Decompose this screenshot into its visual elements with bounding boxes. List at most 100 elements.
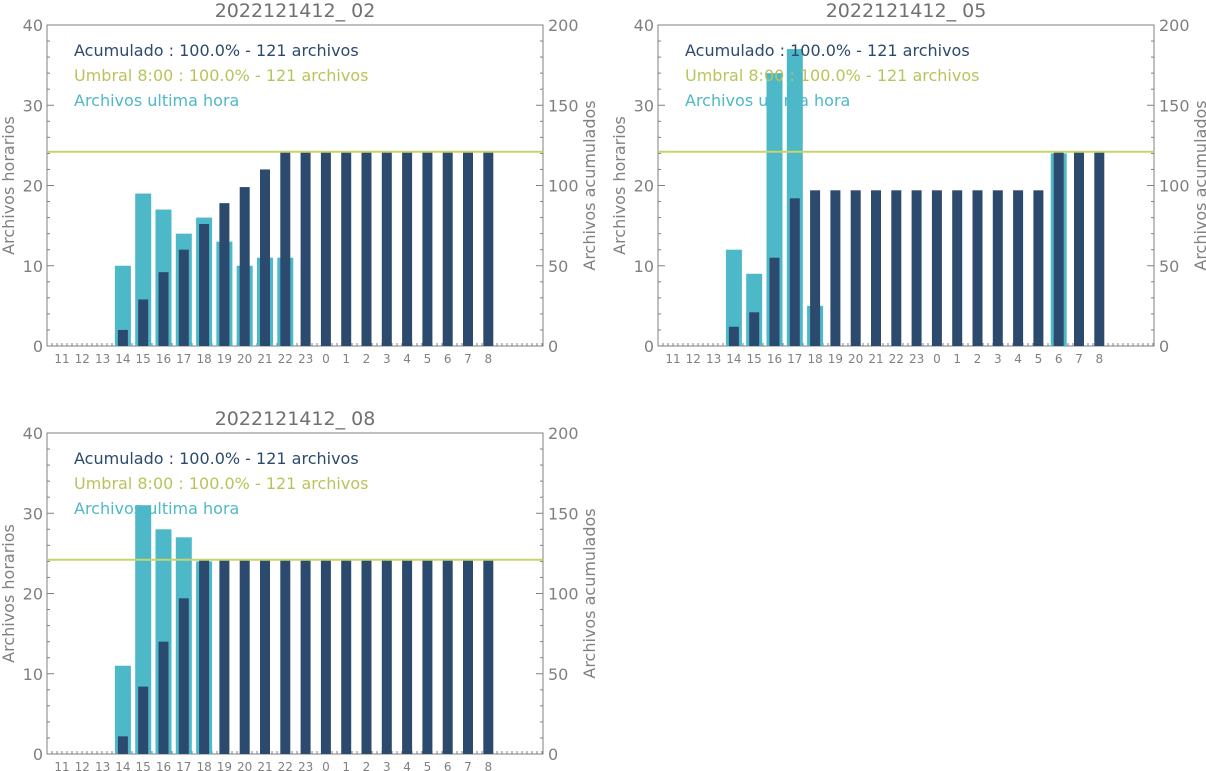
x-tick-label: 2	[363, 760, 371, 771]
legend-entry: Umbral 8:00 : 100.0% - 121 archivos	[74, 66, 368, 85]
cumulative-bar	[871, 190, 881, 346]
x-tick-label: 4	[403, 352, 411, 366]
x-tick-label: 19	[828, 352, 843, 366]
x-tick-label: 3	[383, 352, 391, 366]
x-tick-label: 14	[115, 760, 130, 771]
cumulative-bar	[138, 686, 149, 754]
y-tick-label: 0	[33, 745, 43, 764]
cumulative-bar	[422, 151, 433, 346]
x-tick-label: 5	[424, 760, 432, 771]
cumulative-bar	[992, 190, 1003, 346]
cumulative-bar	[931, 190, 942, 346]
cumulative-bar	[1074, 151, 1084, 346]
y-tick-label: 10	[23, 665, 43, 684]
x-tick-label: 5	[1035, 352, 1043, 366]
cumulative-bar	[850, 190, 861, 346]
cumulative-bar	[402, 559, 413, 754]
cumulative-bar	[952, 190, 963, 346]
y2-axis-title: Archivos acumulados	[1191, 100, 1206, 270]
cumulative-bar	[280, 559, 291, 754]
cumulative-bar	[442, 559, 453, 754]
cumulative-bar	[158, 641, 169, 754]
legend-entry: Archivos ultima hora	[74, 499, 239, 518]
cumulative-bar	[239, 187, 250, 346]
x-tick-label: 14	[726, 352, 741, 366]
cumulative-bar	[178, 249, 189, 346]
x-tick-label: 4	[1014, 352, 1022, 366]
cumulative-bar	[463, 151, 473, 346]
x-tick-label: 8	[1095, 352, 1103, 366]
cumulative-bar	[830, 190, 841, 346]
x-tick-label: 12	[75, 352, 90, 366]
y-tick-label: 20	[634, 177, 654, 196]
legend-entry: Umbral 8:00 : 100.0% - 121 archivos	[685, 66, 979, 85]
x-tick-label: 23	[909, 352, 924, 366]
y-tick-label: 10	[23, 257, 43, 276]
y2-tick-label: 100	[1159, 177, 1190, 196]
y2-tick-label: 50	[1159, 257, 1179, 276]
x-tick-label: 18	[807, 352, 822, 366]
x-tick-label: 17	[787, 352, 802, 366]
legend-entry: Archivos ultima hora	[685, 91, 850, 110]
cumulative-bar	[463, 559, 473, 754]
cumulative-bar	[422, 559, 433, 754]
x-tick-label: 20	[237, 352, 252, 366]
cumulative-bar	[483, 559, 494, 754]
x-tick-label: 3	[383, 760, 391, 771]
x-tick-label: 6	[1055, 352, 1063, 366]
y2-tick-label: 150	[548, 504, 579, 523]
x-tick-label: 17	[176, 352, 191, 366]
x-tick-label: 2	[363, 352, 371, 366]
y2-tick-label: 200	[548, 424, 579, 443]
cumulative-bar	[117, 329, 128, 346]
cumulative-bar	[442, 151, 453, 346]
x-tick-label: 18	[196, 352, 211, 366]
cumulative-bar	[300, 559, 311, 754]
x-tick-label: 4	[403, 760, 411, 771]
y2-tick-label: 50	[548, 257, 568, 276]
cumulative-bar	[891, 190, 902, 346]
y2-axis-title: Archivos acumulados	[580, 100, 599, 270]
x-tick-label: 22	[278, 760, 293, 771]
chart-title: 2022121412_ 05	[826, 0, 987, 22]
x-tick-label: 20	[237, 760, 252, 771]
cumulative-bar	[300, 151, 311, 346]
y-tick-label: 30	[23, 96, 43, 115]
y-tick-label: 20	[23, 177, 43, 196]
x-tick-label: 21	[257, 352, 272, 366]
x-tick-label: 15	[747, 352, 762, 366]
cumulative-bar	[199, 224, 210, 346]
cumulative-bar	[178, 598, 189, 754]
cumulative-bar	[219, 559, 230, 754]
cumulative-bar	[158, 272, 169, 346]
cumulative-bar	[972, 190, 983, 346]
y-tick-label: 40	[634, 16, 654, 35]
cumulative-bar	[260, 559, 270, 754]
legend-entry: Umbral 8:00 : 100.0% - 121 archivos	[74, 474, 368, 493]
chart-title: 2022121412_ 08	[215, 408, 376, 430]
x-tick-label: 1	[953, 352, 961, 366]
cumulative-bar	[117, 736, 128, 754]
x-tick-label: 17	[176, 760, 191, 771]
y-tick-label: 0	[33, 337, 43, 356]
x-tick-label: 12	[686, 352, 701, 366]
y2-tick-label: 100	[548, 585, 579, 604]
cumulative-bar	[381, 559, 392, 754]
chart-title: 2022121412_ 02	[215, 0, 376, 22]
cumulative-bar	[728, 326, 739, 346]
chart-panel-2: 2022121412_ 05010203040050100150200Archi…	[610, 0, 1206, 366]
cumulative-bar	[402, 151, 413, 346]
x-tick-label: 11	[54, 352, 69, 366]
x-tick-label: 13	[95, 352, 110, 366]
x-tick-label: 16	[156, 352, 171, 366]
legend-entry: Acumulado : 100.0% - 121 archivos	[74, 449, 359, 468]
x-tick-label: 3	[994, 352, 1002, 366]
cumulative-bar	[483, 151, 494, 346]
y2-tick-label: 200	[1159, 16, 1190, 35]
hourly-bar	[114, 265, 131, 346]
x-tick-label: 14	[115, 352, 130, 366]
cumulative-bar	[381, 151, 392, 346]
x-tick-label: 16	[156, 760, 171, 771]
cumulative-bar	[361, 559, 372, 754]
cumulative-bar	[280, 151, 291, 346]
